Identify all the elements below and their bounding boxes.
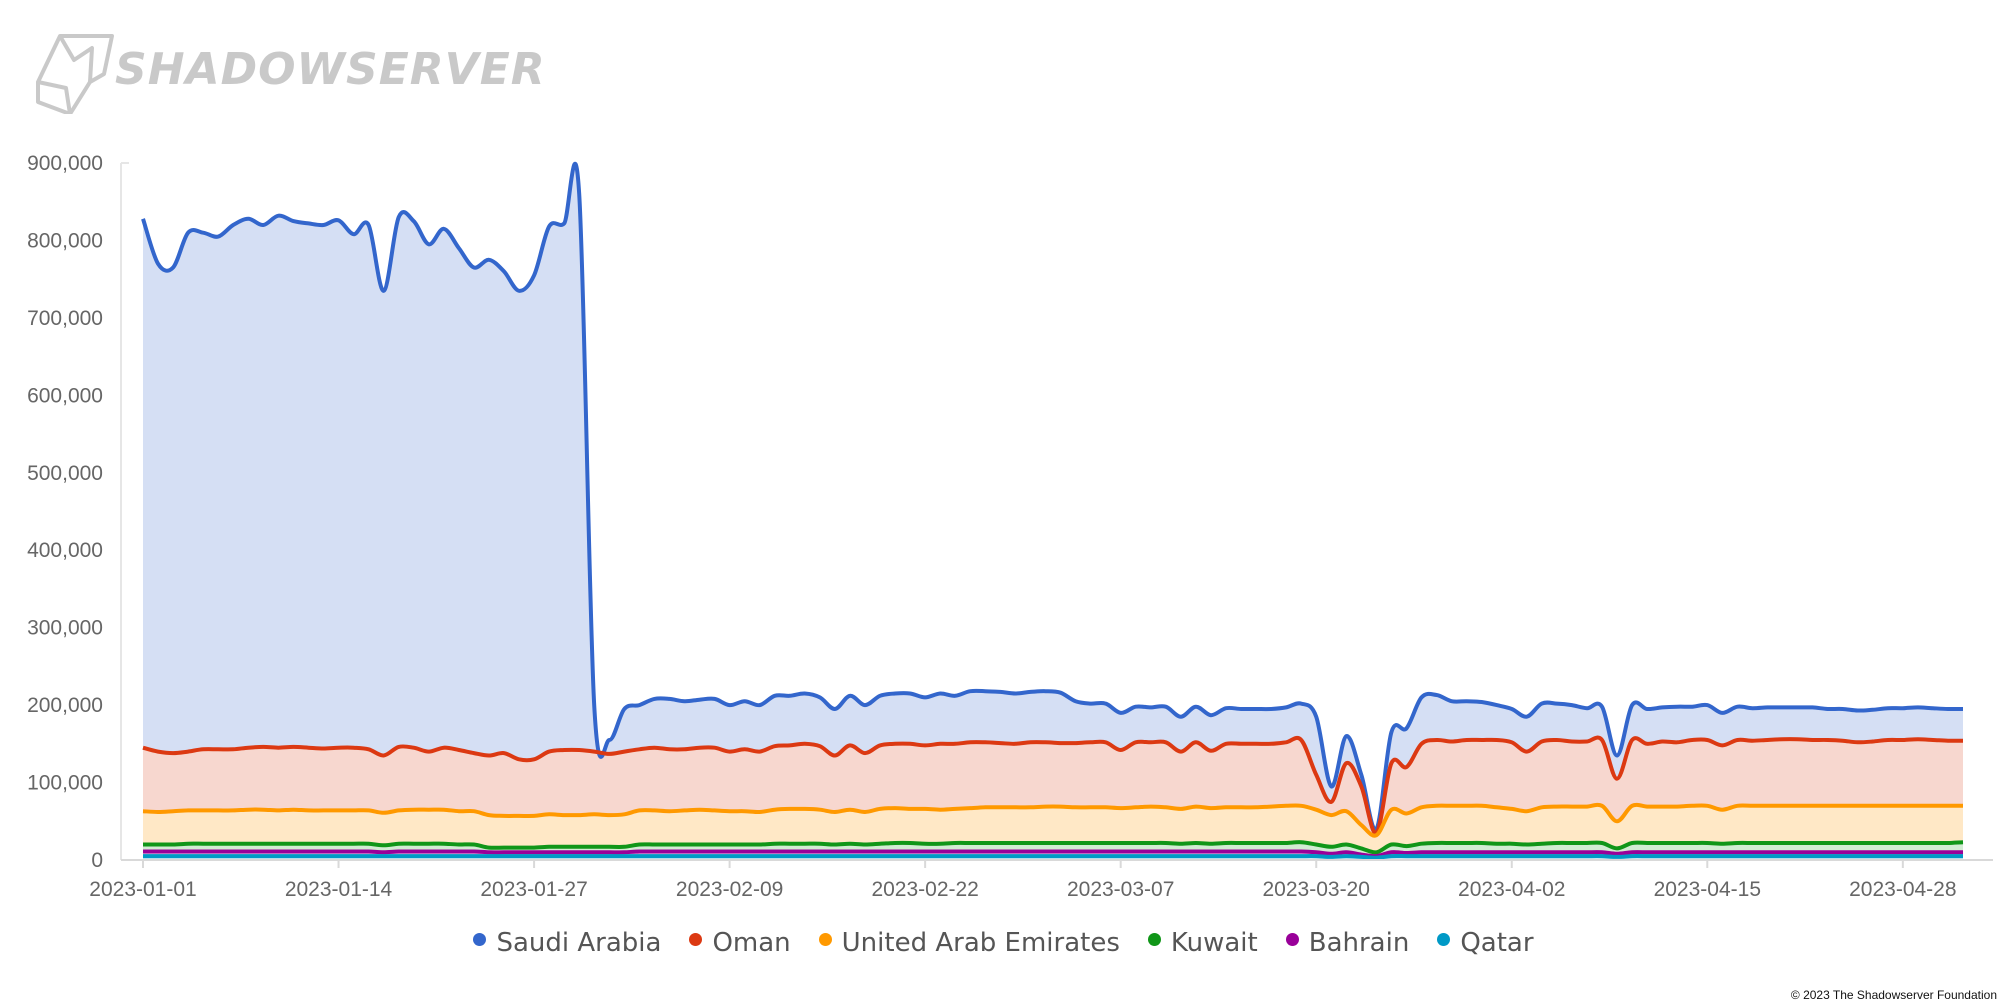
y-tick-label: 600,000 [27, 384, 103, 407]
legend-dot-icon [818, 933, 832, 946]
series-line-0 [141, 161, 1964, 832]
x-tick-label: 2023-01-27 [480, 878, 587, 901]
y-tick-label: 700,000 [27, 307, 103, 330]
axes [120, 162, 1993, 861]
chart-legend: Saudi Arabia Oman United Arab Emirates Kuwa… [0, 928, 2007, 958]
x-tick-label: 2023-01-01 [89, 878, 196, 901]
brand-name: SHADOWSERVER [115, 44, 546, 95]
legend-item[interactable]: Oman [689, 928, 791, 958]
y-tick-label: 100,000 [27, 772, 103, 795]
legend-label: Qatar [1460, 928, 1534, 958]
series-lines [141, 161, 1964, 860]
legend-label: Bahrain [1308, 928, 1410, 958]
legend-item[interactable]: Kuwait [1147, 928, 1258, 958]
legend-item[interactable]: Bahrain [1285, 928, 1410, 958]
x-tick-label: 2023-04-15 [1654, 878, 1761, 901]
shadowserver-logo-icon [36, 34, 114, 116]
copyright-notice: © 2023 The Shadowserver Foundation [1790, 988, 1997, 1002]
legend-dot-icon [473, 933, 487, 946]
legend-item[interactable]: United Arab Emirates [818, 928, 1120, 958]
x-tick-label: 2023-03-20 [1263, 878, 1370, 901]
x-tick-label: 2023-02-09 [676, 878, 783, 901]
legend-dot-icon [1437, 933, 1451, 946]
legend-label: Saudi Arabia [496, 928, 662, 958]
legend-label: United Arab Emirates [841, 928, 1120, 958]
x-tick-label: 2023-02-22 [871, 878, 978, 901]
y-tick-label: 900,000 [27, 152, 103, 175]
y-tick-label: 500,000 [27, 462, 103, 485]
series-line-1 [142, 735, 1964, 835]
series-line-5 [143, 854, 1963, 860]
series-areas [143, 163, 1963, 860]
x-tick-label: 2023-03-07 [1067, 878, 1174, 901]
x-tick-label: 2023-04-28 [1849, 878, 1956, 901]
x-tick-label: 2023-04-02 [1458, 878, 1565, 901]
y-tick-label: 200,000 [27, 694, 103, 717]
y-tick-label: 400,000 [27, 539, 103, 562]
y-tick-label: 0 [91, 849, 103, 872]
y-tick-label: 800,000 [27, 229, 103, 252]
x-axis-tick-labels: 2023-01-01 2023-01-14 2023-01-27 2023-02-09… [89, 860, 1957, 901]
legend-item[interactable]: Qatar [1437, 928, 1534, 958]
legend-label: Oman [712, 928, 791, 958]
legend-dot-icon [1147, 933, 1161, 946]
series-line-2 [142, 802, 1964, 838]
series-line-3 [143, 840, 1964, 855]
brand-logo [30, 30, 390, 116]
legend-item[interactable]: Saudi Arabia [473, 928, 661, 958]
x-tick-label: 2023-01-14 [285, 878, 393, 901]
legend-label: Kuwait [1170, 928, 1258, 958]
y-axis-tick-labels: 0 100,000 200,000 300,000 400,000 500,000 600,… [27, 152, 103, 872]
y-tick-label: 300,000 [27, 617, 103, 640]
legend-dot-icon [1285, 933, 1299, 946]
series-line-4 [142, 849, 1963, 859]
legend-dot-icon [689, 933, 703, 946]
